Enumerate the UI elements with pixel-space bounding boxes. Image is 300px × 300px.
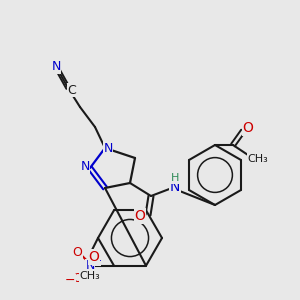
Text: CH₃: CH₃ [248, 154, 268, 164]
Text: O: O [243, 121, 254, 135]
Text: CH₃: CH₃ [80, 271, 100, 281]
Text: C: C [68, 83, 76, 97]
Text: H: H [171, 173, 179, 183]
Text: O: O [72, 272, 82, 285]
Text: O: O [88, 250, 99, 264]
Text: −: − [65, 274, 75, 287]
Text: N: N [80, 160, 90, 173]
Text: N: N [103, 142, 113, 154]
Text: N: N [51, 61, 61, 74]
Text: N: N [85, 259, 95, 272]
Text: O: O [72, 246, 82, 259]
Text: +: + [93, 256, 101, 266]
Text: O: O [135, 209, 146, 223]
Text: N: N [170, 180, 180, 194]
